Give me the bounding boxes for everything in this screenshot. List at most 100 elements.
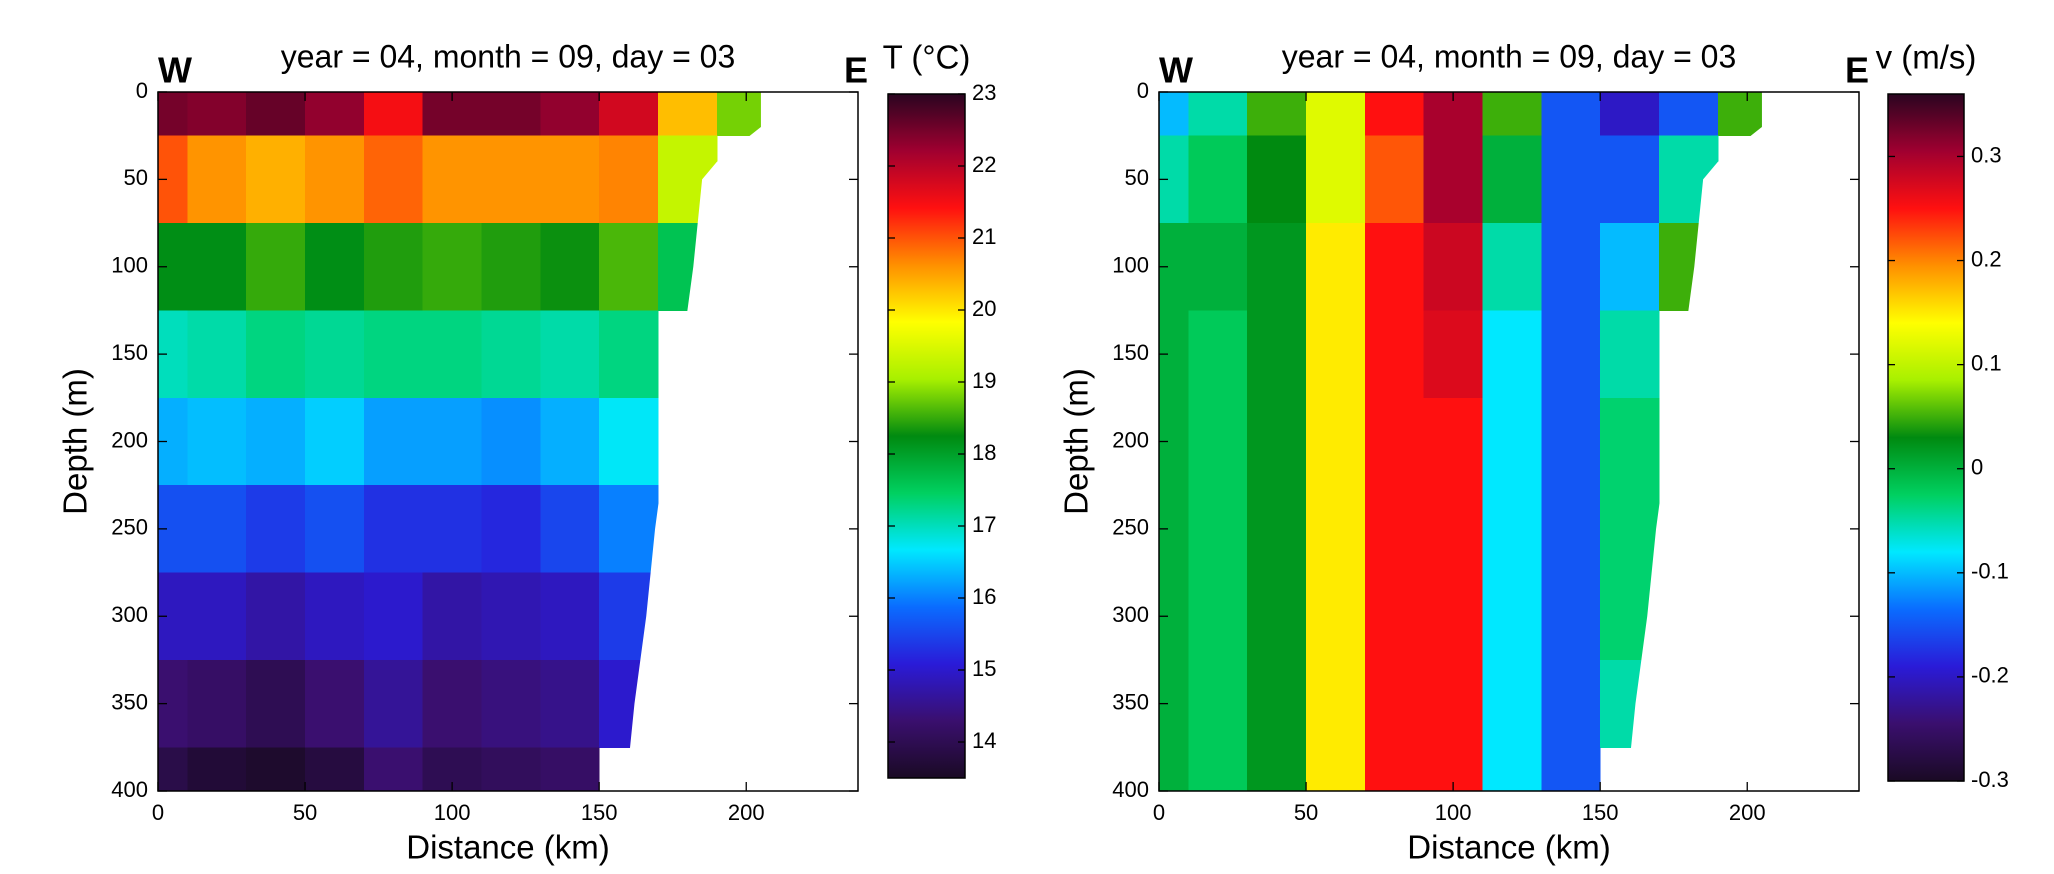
cell [540, 223, 600, 311]
y-tick-label: 50 [1125, 165, 1149, 190]
cell [1247, 572, 1307, 661]
cell [599, 397, 659, 486]
cell [1247, 659, 1307, 748]
cell [1541, 223, 1601, 311]
cell [187, 485, 247, 574]
cell [1541, 397, 1601, 486]
seafloor [1626, 92, 1859, 791]
cell [363, 397, 424, 486]
cell [363, 92, 424, 137]
cell [540, 485, 600, 574]
y-tick-label: 400 [1112, 777, 1149, 802]
cell [1364, 135, 1425, 224]
cell [1600, 397, 1660, 486]
y-tick-label: 150 [111, 340, 148, 365]
cell [1364, 659, 1425, 748]
cell [481, 659, 541, 748]
colorbar-tick-label: 19 [972, 368, 996, 393]
west-label: W [158, 50, 192, 91]
x-tick-label: 200 [1729, 800, 1766, 825]
y-tick-label: 50 [124, 165, 148, 190]
cell [1423, 572, 1484, 661]
y-tick-label: 0 [1137, 78, 1149, 103]
cell [1188, 310, 1248, 399]
colorbar-tick-label: 21 [972, 224, 996, 249]
cell [363, 135, 424, 224]
cell [305, 572, 365, 661]
cell [1482, 310, 1542, 399]
cell [187, 135, 247, 224]
cell [1541, 92, 1601, 137]
cell [1188, 223, 1248, 311]
cell [599, 485, 659, 574]
cell [481, 397, 541, 486]
cell [246, 397, 306, 486]
cell [422, 572, 483, 661]
colorbar-tick-label: 0.1 [1971, 350, 2002, 375]
field [1159, 92, 1859, 791]
cell [481, 485, 541, 574]
cell [1364, 92, 1425, 137]
cell [599, 92, 659, 137]
colorbar-tick-label: -0.1 [1971, 559, 2009, 584]
cell [305, 747, 365, 791]
cell [1247, 223, 1307, 311]
colorbar-tick-label: 16 [972, 584, 996, 609]
cell [1364, 310, 1425, 399]
cell [599, 223, 659, 311]
cell [1364, 572, 1425, 661]
seafloor [625, 92, 858, 791]
x-tick-label: 0 [1153, 800, 1165, 825]
cell [1247, 485, 1307, 574]
cell [246, 485, 306, 574]
cell [1541, 310, 1601, 399]
y-axis-label: Depth (m) [57, 368, 94, 515]
x-tick-label: 100 [1435, 800, 1472, 825]
cell [246, 659, 306, 748]
cell [246, 135, 306, 224]
cell [1247, 92, 1307, 137]
y-axis-label: Depth (m) [1058, 368, 1095, 515]
cell [1423, 485, 1484, 574]
cell [1188, 485, 1248, 574]
cell [363, 485, 424, 574]
x-axis-label: Distance (km) [1407, 829, 1611, 866]
cell [363, 223, 424, 311]
cell [246, 747, 306, 791]
x-axis-label: Distance (km) [406, 829, 610, 866]
cell [1482, 223, 1542, 311]
colorbar-tick-label: -0.3 [1971, 767, 2009, 792]
cell [481, 92, 541, 137]
cell [481, 310, 541, 399]
cell [540, 397, 600, 486]
cell [1541, 485, 1601, 574]
cell [481, 572, 541, 661]
y-tick-label: 200 [111, 427, 148, 452]
cell [1482, 747, 1542, 791]
chart-title: year = 04, month = 09, day = 03 [1282, 38, 1737, 74]
y-tick-label: 250 [111, 515, 148, 540]
cell [1364, 397, 1425, 486]
colorbar-tick-label: 0.3 [1971, 142, 2002, 167]
y-tick-label: 200 [1112, 427, 1149, 452]
cell [1541, 659, 1601, 748]
cell [1482, 572, 1542, 661]
y-tick-label: 350 [111, 689, 148, 714]
cell [540, 747, 600, 791]
cell [540, 310, 600, 399]
colorbar-tick-label: 15 [972, 656, 996, 681]
cell [1306, 397, 1366, 486]
cell [1306, 310, 1366, 399]
colorbar-tick-label: 20 [972, 296, 996, 321]
cell [1247, 135, 1307, 224]
cell [1482, 92, 1542, 137]
cell [1306, 659, 1366, 748]
cell [599, 135, 659, 224]
cell [599, 310, 659, 399]
cell [1306, 223, 1366, 311]
cell [1159, 747, 1189, 791]
cell [1482, 659, 1542, 748]
cell [540, 572, 600, 661]
colorbar-label: v (m/s) [1876, 39, 1977, 76]
cell [246, 310, 306, 399]
